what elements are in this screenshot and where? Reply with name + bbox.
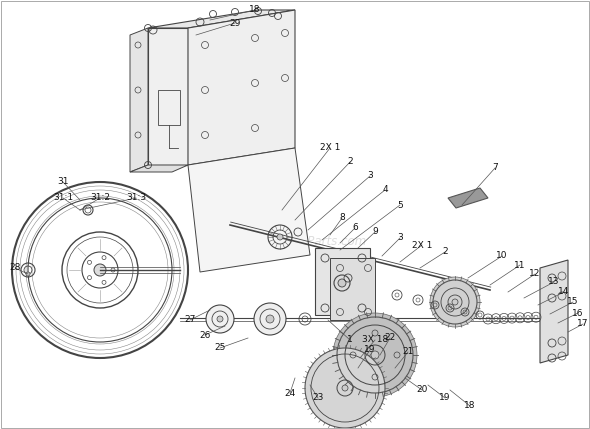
Circle shape: [277, 234, 283, 240]
Text: 2: 2: [347, 157, 353, 166]
Text: 8: 8: [339, 214, 345, 223]
Text: 18: 18: [249, 6, 261, 15]
Text: 19: 19: [364, 345, 376, 354]
Text: eReplacementParts.com: eReplacementParts.com: [223, 236, 367, 248]
Text: 14: 14: [558, 287, 570, 296]
Text: 1: 1: [347, 335, 353, 344]
Text: 29: 29: [230, 18, 241, 27]
Circle shape: [254, 303, 286, 335]
Text: 2X 1: 2X 1: [320, 143, 340, 152]
Circle shape: [217, 316, 223, 322]
Circle shape: [342, 385, 348, 391]
Text: 28: 28: [9, 263, 21, 272]
Text: 26: 26: [199, 330, 211, 339]
Text: 11: 11: [514, 260, 526, 269]
Text: 31:1: 31:1: [53, 193, 73, 202]
Text: 21: 21: [402, 347, 414, 356]
Circle shape: [430, 277, 480, 327]
Polygon shape: [330, 258, 375, 320]
Text: 18: 18: [464, 402, 476, 411]
Text: 9: 9: [372, 227, 378, 236]
Text: 13: 13: [548, 278, 560, 287]
Polygon shape: [130, 28, 148, 172]
Text: 3X 18: 3X 18: [362, 335, 388, 344]
Text: 6: 6: [352, 224, 358, 233]
Text: 31:3: 31:3: [126, 193, 146, 202]
Bar: [158, 90, 180, 125]
Text: 31:2: 31:2: [90, 193, 110, 202]
Text: 17: 17: [577, 320, 589, 329]
Polygon shape: [315, 248, 370, 315]
Circle shape: [26, 272, 30, 276]
Text: 19: 19: [439, 393, 451, 402]
Polygon shape: [188, 10, 295, 165]
Text: 15: 15: [567, 297, 579, 306]
Text: 24: 24: [284, 389, 296, 398]
Text: 3: 3: [367, 172, 373, 181]
Text: 20: 20: [417, 386, 428, 395]
Text: 2: 2: [442, 248, 448, 257]
Text: 7: 7: [492, 163, 498, 172]
Circle shape: [371, 351, 379, 359]
Text: 16: 16: [572, 308, 584, 317]
Polygon shape: [448, 188, 488, 208]
Text: 31: 31: [57, 178, 69, 187]
Text: 3: 3: [397, 233, 403, 242]
Text: 12: 12: [529, 269, 540, 278]
Circle shape: [94, 264, 106, 276]
Text: 5: 5: [397, 200, 403, 209]
Polygon shape: [148, 28, 188, 165]
Text: 4: 4: [382, 185, 388, 194]
Polygon shape: [130, 165, 188, 172]
Circle shape: [305, 348, 385, 428]
Polygon shape: [148, 10, 295, 28]
Text: 22: 22: [384, 333, 396, 342]
Circle shape: [338, 279, 346, 287]
Circle shape: [333, 313, 417, 397]
Text: 27: 27: [184, 315, 196, 324]
Text: 2X 1: 2X 1: [412, 241, 432, 250]
Text: 23: 23: [312, 393, 324, 402]
Text: 25: 25: [214, 344, 226, 353]
Polygon shape: [188, 148, 310, 272]
Circle shape: [266, 315, 274, 323]
Circle shape: [206, 305, 234, 333]
Polygon shape: [540, 260, 568, 363]
Text: 10: 10: [496, 251, 508, 260]
Circle shape: [452, 299, 458, 305]
